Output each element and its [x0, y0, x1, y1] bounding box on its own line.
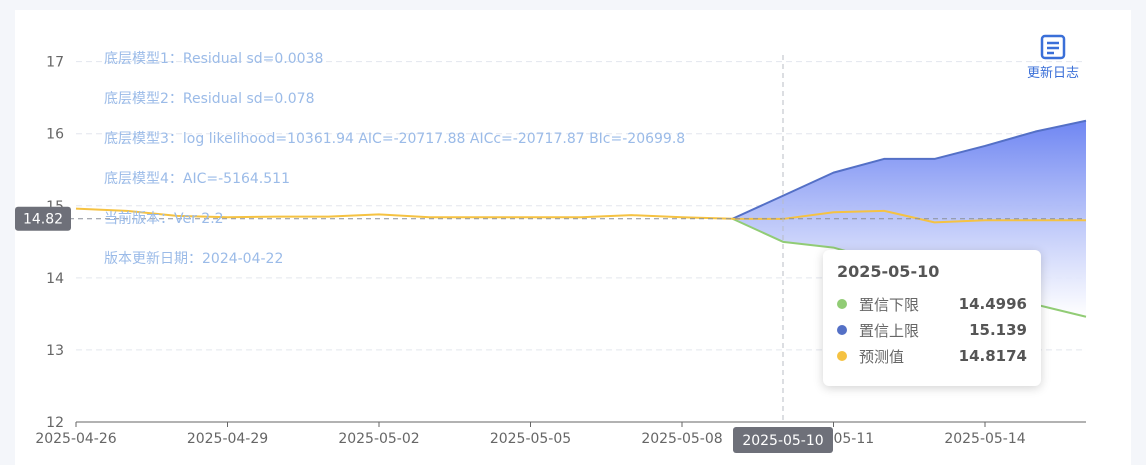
crosshair-label-box	[733, 427, 833, 453]
y-tick-label: 12	[46, 415, 64, 431]
tooltip-series-name: 置信下限	[859, 295, 920, 314]
x-tick-label: 2025-05-14	[944, 431, 1025, 447]
tooltip-series-value: 14.8174	[958, 347, 1027, 365]
tooltip-row-forecast: 预测值 14.8174	[837, 343, 1027, 369]
y-tick-label: 13	[46, 343, 64, 359]
model-annotation: 版本更新日期：2024-04-22	[104, 251, 283, 267]
x-tick-label: 2025-04-29	[187, 431, 268, 447]
tooltip-series-value: 14.4996	[958, 295, 1027, 313]
tooltip-title: 2025-05-10	[837, 262, 940, 281]
y-tick-label: 14	[46, 271, 64, 287]
document-icon	[1040, 34, 1066, 60]
tooltip-row-lower: 置信下限 14.4996	[837, 291, 1027, 317]
changelog-button[interactable]: 更新日志	[1017, 34, 1089, 81]
model-annotation: 底层模型4：AIC=-5164.511	[104, 171, 290, 187]
crosshair-label: 2025-05-10	[742, 433, 823, 449]
x-tick-label: 2025-05-08	[641, 431, 722, 447]
legend-dot-forecast	[837, 351, 847, 361]
model-annotation: 底层模型3：log likelihood=10361.94 AIC=-20717…	[104, 131, 685, 147]
legend-dot-lower	[837, 299, 847, 309]
upper-bound-line	[732, 119, 1087, 220]
tooltip-series-name: 预测值	[859, 347, 905, 366]
changelog-label: 更新日志	[1026, 66, 1079, 81]
reference-label: 14.82	[23, 212, 63, 228]
reference-label-box	[15, 206, 71, 231]
x-tick-label: 2025-04-26	[35, 431, 116, 447]
tooltip-series-name: 置信上限	[859, 321, 920, 340]
chart-card: 1213141516172025-04-262025-04-292025-05-…	[15, 10, 1131, 465]
tooltip-row-upper: 置信上限 15.139	[837, 317, 1027, 343]
legend-dot-upper	[837, 325, 847, 335]
x-tick-label: 2025-05-02	[338, 431, 419, 447]
model-annotation: 底层模型2：Residual sd=0.078	[104, 91, 314, 107]
model-annotation: 底层模型1：Residual sd=0.0038	[104, 51, 323, 67]
tooltip: 2025-05-10 置信下限 14.4996 置信上限 15.139 预测值 …	[823, 250, 1041, 386]
y-tick-label: 17	[46, 55, 64, 71]
forecast-chart[interactable]: 1213141516172025-04-262025-04-292025-05-…	[15, 10, 1131, 465]
tooltip-series-value: 15.139	[969, 321, 1027, 339]
x-tick-label: 2025-05-05	[490, 431, 571, 447]
y-tick-label: 16	[46, 127, 64, 143]
model-annotation: 当前版本：Ver 2.2	[104, 210, 224, 227]
